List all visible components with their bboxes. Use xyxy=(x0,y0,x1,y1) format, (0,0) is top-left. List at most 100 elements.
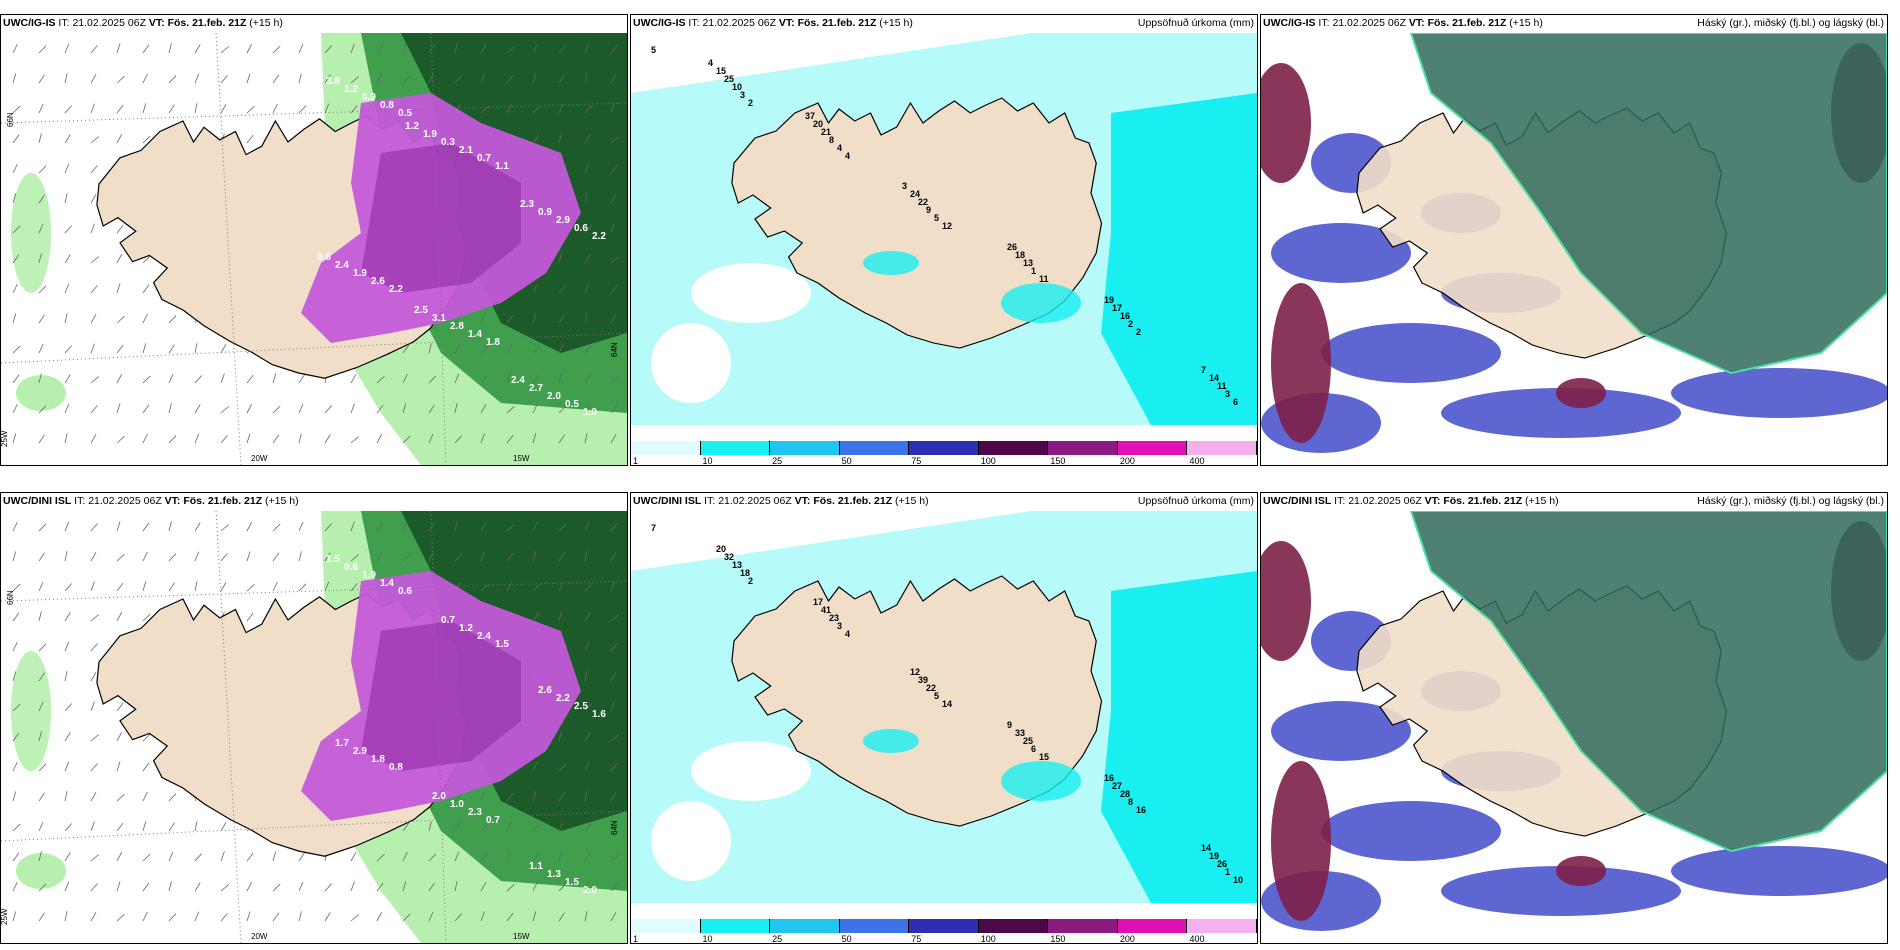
precip-patch xyxy=(11,651,51,771)
colorbar-segment xyxy=(839,441,910,455)
axis-label: 66N xyxy=(6,590,15,605)
colorbar-tick: 50 xyxy=(841,456,852,466)
value-label: 21 xyxy=(821,127,831,137)
colorbar-segment xyxy=(770,919,840,933)
value-label: 15 xyxy=(1039,752,1049,762)
vt-label: VT: xyxy=(1424,495,1441,507)
value-label: 2.4 xyxy=(477,631,491,642)
axis-label: 25W xyxy=(1,430,9,447)
model-name: UWC/IG-IS xyxy=(1263,17,1316,29)
it-label: IT: xyxy=(704,495,716,507)
axis-label: 64N xyxy=(610,342,619,357)
value-label: 1.6 xyxy=(592,709,606,720)
model-name: UWC/IG-IS xyxy=(633,17,686,29)
panel-field-title: Uppsöfnuð úrkoma (mm) xyxy=(1137,495,1254,507)
issue-time: 21.02.2025 06Z xyxy=(72,17,146,29)
colorbar-tick: 25 xyxy=(772,456,783,466)
vt-label: VT: xyxy=(794,495,811,507)
it-label: IT: xyxy=(1318,17,1330,29)
lead-time: (+15 h) xyxy=(879,17,913,29)
panel-title: UWC/DINI ISL IT: 21.02.2025 06Z VT: Fös.… xyxy=(633,495,929,507)
issue-time: 21.02.2025 06Z xyxy=(718,495,792,507)
value-label: 1 xyxy=(1031,266,1036,276)
value-label: 2.4 xyxy=(335,260,349,271)
value-label: 18 xyxy=(740,568,750,578)
panel-title: UWC/DINI ISL IT: 21.02.2025 06Z VT: Fös.… xyxy=(1263,495,1559,507)
panel-title: UWC/IG-IS IT: 21.02.2025 06Z VT: Fös. 21… xyxy=(3,17,283,29)
value-label: 16 xyxy=(1136,805,1146,815)
value-label: 13 xyxy=(732,560,742,570)
colorbar-tick: 75 xyxy=(911,456,922,466)
lat-lon-grid xyxy=(1,33,627,465)
value-label: 2 xyxy=(1128,319,1133,329)
value-label: 14 xyxy=(942,699,952,709)
colorbar-segment xyxy=(1048,919,1118,933)
lead-time: (+15 h) xyxy=(895,495,929,507)
vt-label: VT: xyxy=(1408,17,1425,29)
value-label: 0.7 xyxy=(441,615,455,626)
value-label: 16 xyxy=(1104,773,1114,783)
model-name: UWC/DINI ISL xyxy=(633,495,702,507)
value-label: 15 xyxy=(716,66,726,76)
colorbar-tick: 75 xyxy=(911,934,922,944)
value-label: 18 xyxy=(1015,250,1025,260)
value-label: 0.6 xyxy=(317,252,331,263)
value-label: 2 xyxy=(748,98,753,108)
value-label: 27 xyxy=(1112,781,1122,791)
colorbar-tick: 150 xyxy=(1050,934,1066,944)
value-label: 25 xyxy=(1023,736,1033,746)
high-cloud xyxy=(1409,33,1887,375)
axis-label: 66N xyxy=(6,112,15,127)
value-label: 1.1 xyxy=(495,161,509,172)
colorbar-tick: 10 xyxy=(702,456,713,466)
panel-title: UWC/IG-IS IT: 21.02.2025 06Z VT: Fös. 21… xyxy=(1263,17,1543,29)
valid-time: Fös. 21.feb. 21Z xyxy=(1427,17,1507,29)
colorbar-segment xyxy=(978,441,1049,455)
colorbar-segment xyxy=(1048,441,1118,455)
value-label: 7 xyxy=(651,523,656,533)
value-label: 1.2 xyxy=(344,84,358,95)
value-label: 1.4 xyxy=(380,578,394,589)
value-label: 11 xyxy=(1039,274,1049,284)
colorbar-tick: 200 xyxy=(1119,456,1135,466)
value-label: 2.4 xyxy=(511,375,525,386)
map-area: 0.7 0.6 1.5 1.6 0.8 0.7 2.0 1.4 2.4 2.5 1.8 2.3 1.5 1… xyxy=(1,511,627,943)
value-label: 25 xyxy=(724,74,734,84)
lead-time: (+15 h) xyxy=(249,17,283,29)
value-label: 7 xyxy=(1201,365,1206,375)
colorbar-segment xyxy=(631,919,701,933)
value-label: 11 xyxy=(1217,381,1227,391)
colorbar-segment xyxy=(909,919,979,933)
colorbar-tick: 1 xyxy=(633,934,639,944)
colorbar-tick: 50 xyxy=(841,934,852,944)
value-label: 2 xyxy=(1136,327,1141,337)
value-label: 2.0 xyxy=(547,391,561,402)
map-area: 0.6 0.5 1.1 2.2 2.2 1.8 1.0 0.8 0.7 0.6 2.6 1.4 0.5 0… xyxy=(1,33,627,465)
value-label: 26 xyxy=(1007,242,1017,252)
value-label: 39 xyxy=(918,675,928,685)
value-label: 1.9 xyxy=(362,570,376,581)
value-label: 2 xyxy=(748,576,753,586)
value-label: 1.8 xyxy=(371,754,385,765)
value-label: 1.3 xyxy=(547,869,561,880)
it-label: IT: xyxy=(74,495,86,507)
value-label: 1.5 xyxy=(495,639,509,650)
value-label: 1.8 xyxy=(486,337,500,348)
precip-colorbar: 1 10 25 50 75 100 150 200 400 xyxy=(631,919,1257,943)
value-label: 13 xyxy=(1023,258,1033,268)
value-label: 5 xyxy=(934,213,939,223)
value-label: 0.6 xyxy=(301,55,315,66)
value-label: 1.5 xyxy=(326,554,340,565)
map-area xyxy=(1261,511,1887,943)
lead-time: (+15 h) xyxy=(1509,17,1543,29)
lead-time: (+15 h) xyxy=(1525,495,1559,507)
precip-rate-labels: 0.7 0.6 1.5 1.6 0.8 0.7 2.0 1.4 2.4 2.5 1.8 2.3 1.5 1… xyxy=(301,533,606,896)
value-label: 4 xyxy=(845,629,850,639)
value-label: 33 xyxy=(1015,728,1025,738)
value-label: 41 xyxy=(821,605,831,615)
value-label: 2.2 xyxy=(556,693,570,704)
model-name: UWC/DINI ISL xyxy=(3,495,72,507)
precip-patch xyxy=(863,251,919,275)
high-cloud xyxy=(1409,511,1887,853)
value-label: 1.4 xyxy=(468,329,482,340)
